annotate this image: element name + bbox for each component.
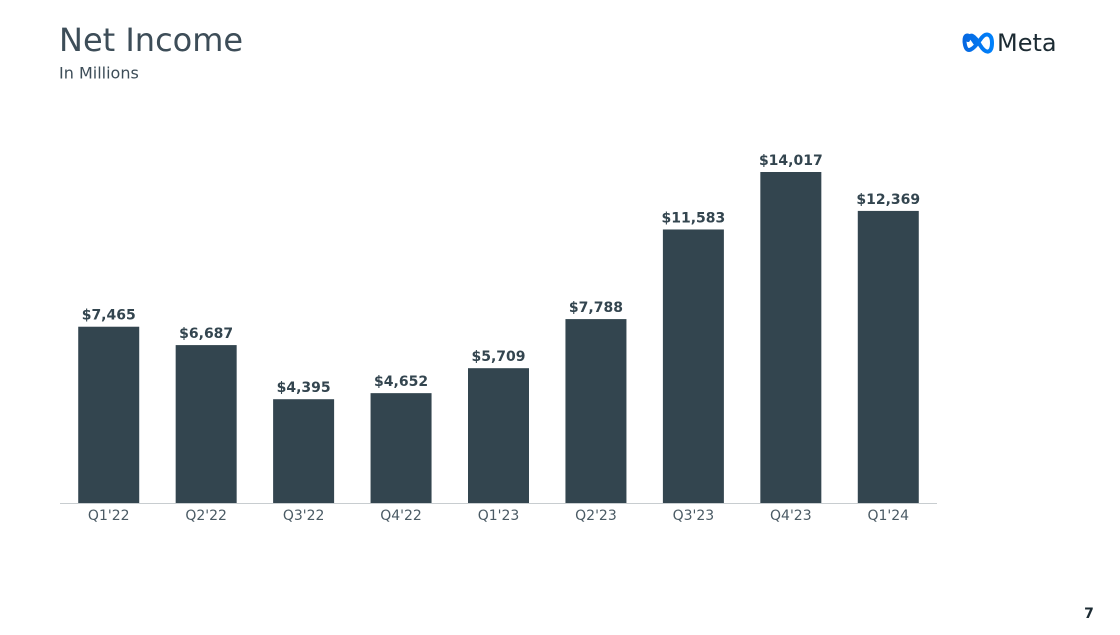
- x-tick-label: Q3'22: [283, 508, 325, 524]
- value-label: $11,583: [662, 210, 726, 226]
- value-label: $14,017: [759, 153, 823, 169]
- value-label: $4,652: [374, 374, 428, 390]
- x-tick-label: Q2'23: [575, 508, 617, 524]
- bar: [662, 229, 724, 503]
- value-label: $6,687: [179, 326, 233, 342]
- x-tick-label: Q3'23: [673, 508, 715, 524]
- value-label: $7,465: [82, 308, 136, 324]
- value-label: $12,369: [856, 192, 920, 208]
- value-label: $4,395: [277, 380, 331, 396]
- bar: [273, 399, 335, 503]
- value-label: $7,788: [569, 300, 623, 316]
- bar: [857, 210, 919, 503]
- chart-subtitle: In Millions: [59, 64, 139, 83]
- brand-name: Meta: [997, 29, 1057, 57]
- x-tick-label: Q2'22: [185, 508, 227, 524]
- x-tick-label: Q4'22: [380, 508, 422, 524]
- bar: [370, 393, 432, 503]
- bar: [760, 172, 822, 503]
- bar: [468, 368, 529, 503]
- x-tick-label: Q4'23: [770, 508, 812, 524]
- chart-title: Net Income: [59, 21, 243, 59]
- bar: [565, 319, 627, 503]
- x-tick-label: Q1'22: [88, 508, 130, 524]
- value-label: $5,709: [471, 349, 525, 365]
- page-number: 7: [1084, 606, 1094, 622]
- x-tick-label: Q1'24: [867, 508, 909, 524]
- bar: [175, 345, 237, 503]
- meta-logo-icon: [962, 32, 995, 54]
- bar: [78, 326, 140, 503]
- x-tick-label: Q1'23: [478, 508, 520, 524]
